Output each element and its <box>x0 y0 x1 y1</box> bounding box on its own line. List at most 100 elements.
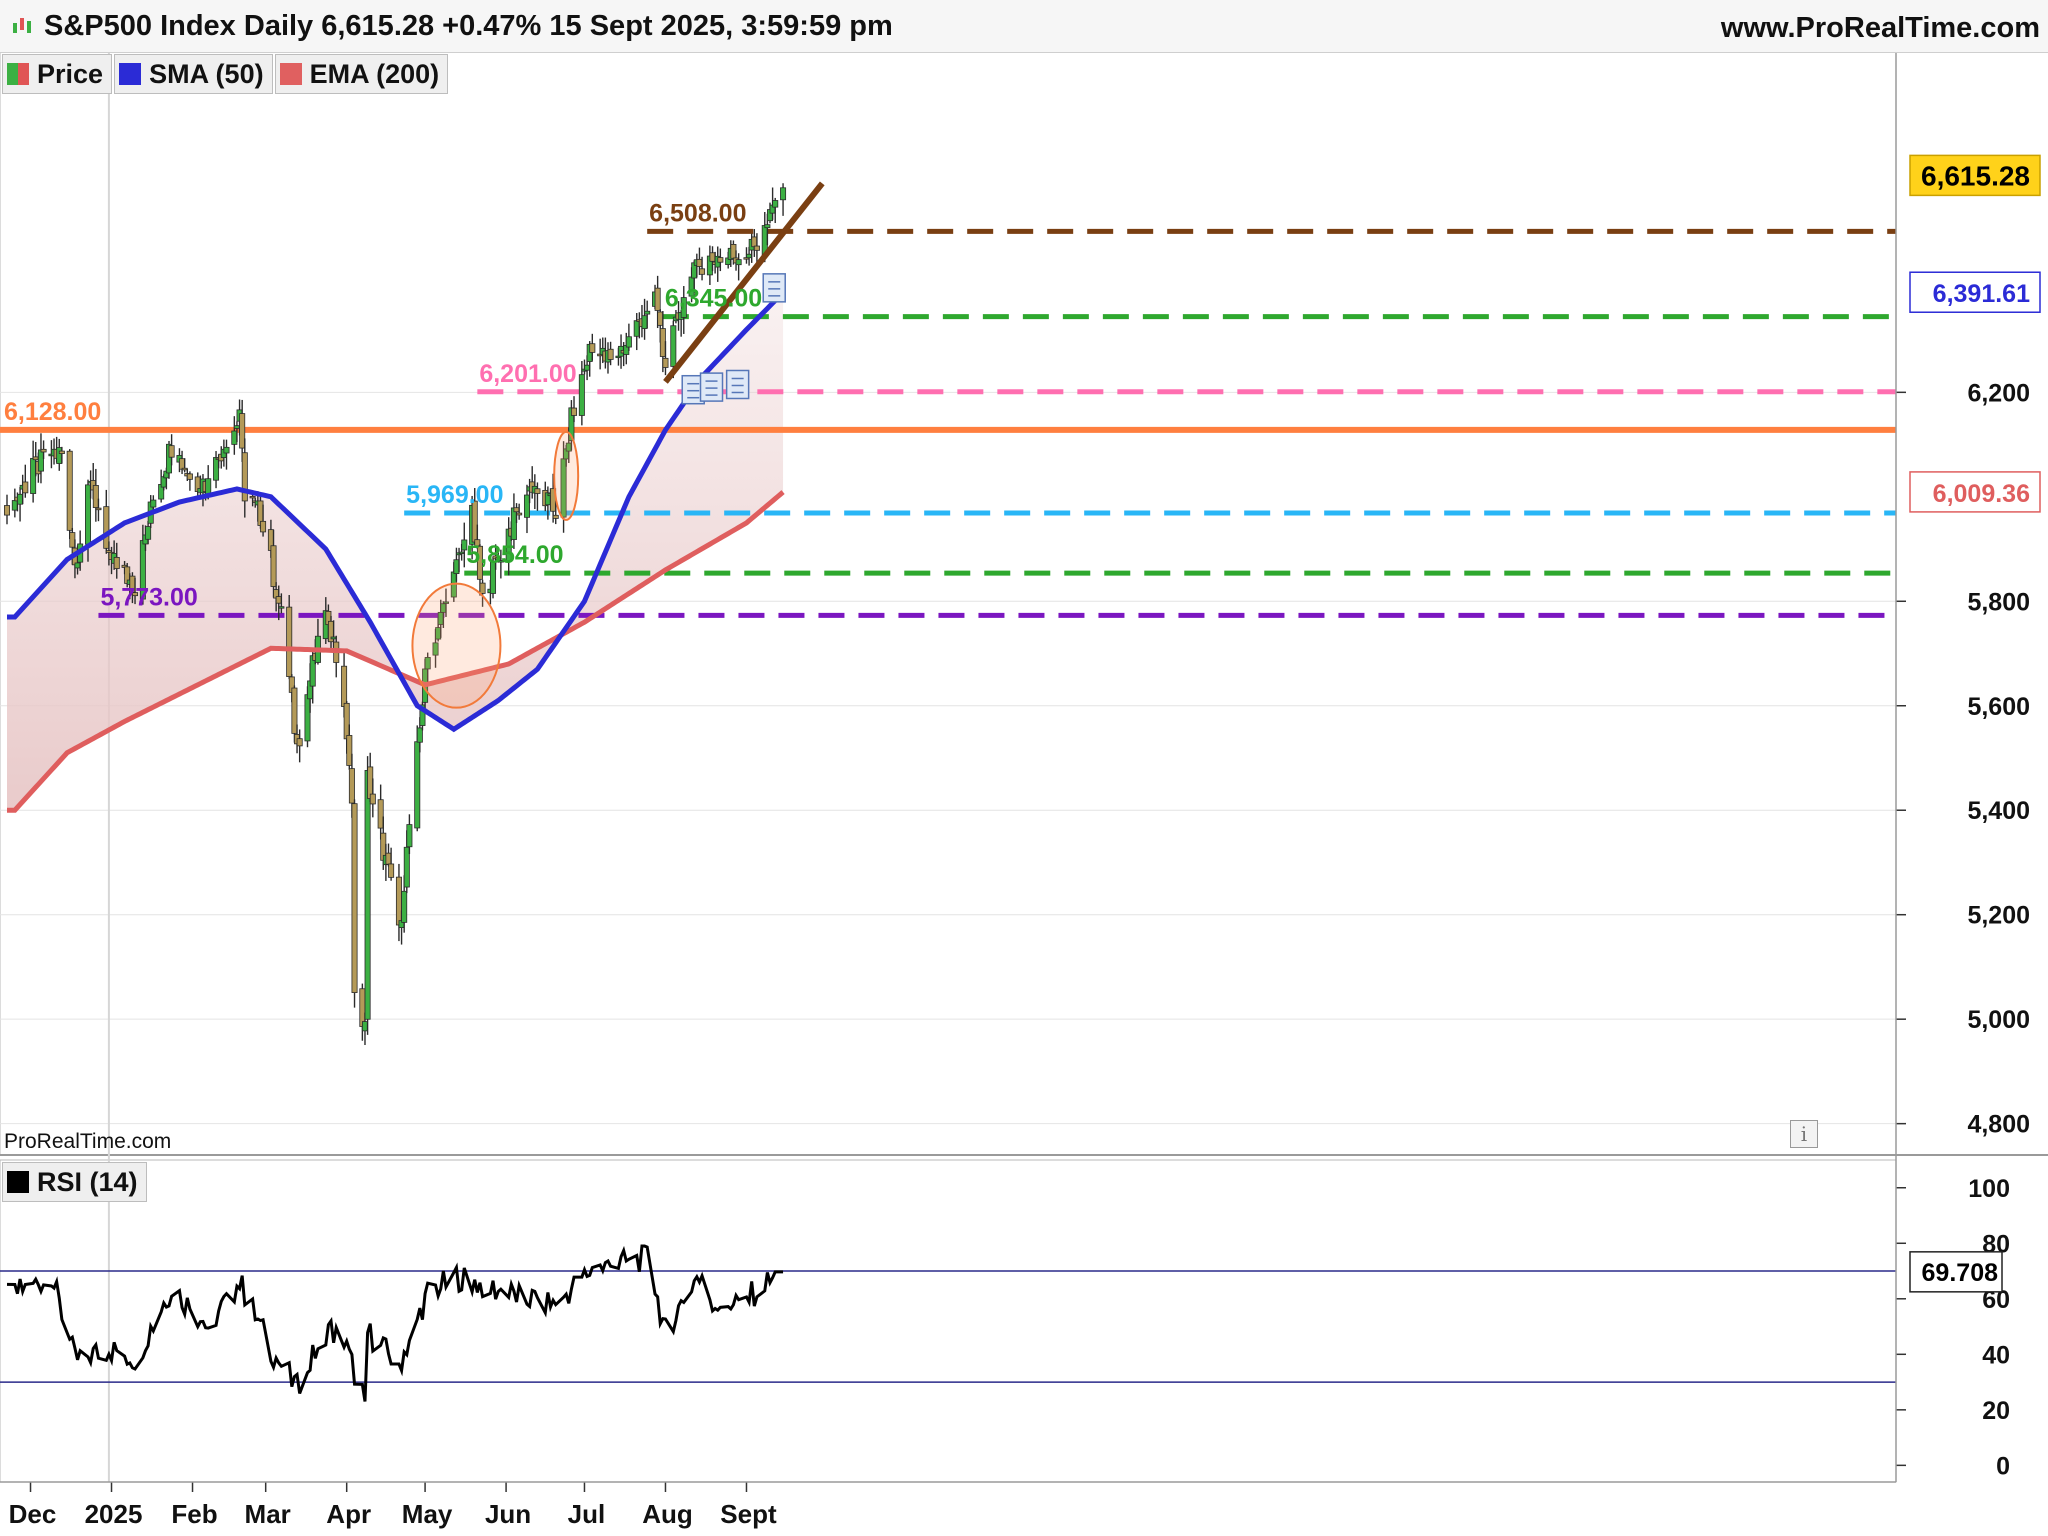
candle-body <box>330 636 337 640</box>
rsi-value-box <box>1909 1251 2003 1293</box>
level-label: 5,773.00 <box>100 583 197 611</box>
candle-body <box>58 450 65 454</box>
candle-body <box>4 505 10 516</box>
candle-body <box>249 496 256 499</box>
rsi-panel <box>0 1159 1897 1483</box>
candle-body <box>113 556 120 569</box>
y-tick-label: 5,400 <box>1967 797 2030 825</box>
candle-body <box>364 770 371 1020</box>
candle-body <box>69 532 76 548</box>
legend-ema[interactable]: EMA (200) <box>274 54 449 94</box>
candle-body <box>286 606 293 677</box>
level-label: 5,969.00 <box>406 481 503 509</box>
candle-body <box>395 876 402 926</box>
candle-body <box>179 458 186 470</box>
candle-body <box>351 803 358 993</box>
candle-body <box>241 452 248 502</box>
watermark: ProRealTime.com <box>4 1130 172 1153</box>
chart-icon[interactable] <box>10 14 34 38</box>
candle-body <box>772 200 779 208</box>
x-tick-label: Jun <box>485 1499 531 1529</box>
candle-body <box>186 473 193 480</box>
candle-body <box>589 343 596 353</box>
candle-body <box>95 507 102 511</box>
candle-body <box>181 467 188 471</box>
trend-line <box>663 181 825 384</box>
candle-body <box>30 457 37 494</box>
candle-body <box>150 499 157 508</box>
candle-body <box>461 539 468 551</box>
rsi-tick-label: 0 <box>1996 1452 2010 1480</box>
legend-rsi[interactable]: RSI (14) <box>2 1162 147 1202</box>
candle-body <box>625 336 632 348</box>
y-tick-label: 6,200 <box>1967 379 2030 407</box>
level-label: 6,345.00 <box>665 285 762 313</box>
candle-body <box>346 735 353 766</box>
legend-sma-label: SMA (50) <box>149 58 264 89</box>
candle-body <box>442 601 449 604</box>
candle-body <box>534 488 541 494</box>
y-tick-label: 5,200 <box>1967 902 2030 930</box>
note-icon <box>725 369 750 400</box>
legend-sma[interactable]: SMA (50) <box>114 54 273 94</box>
candle-body <box>424 657 431 670</box>
site-link[interactable]: www.ProRealTime.com <box>1720 12 2040 44</box>
candle-body <box>406 824 413 848</box>
candle-body <box>497 560 504 563</box>
candle-body <box>17 493 24 505</box>
x-tick-label: Dec <box>9 1499 57 1529</box>
rsi-tick-label: 20 <box>1982 1397 2010 1425</box>
candle-body <box>388 863 395 878</box>
candle-body <box>56 447 63 464</box>
rsi-value-label: 69.708 <box>1922 1259 1999 1287</box>
candle-body <box>717 257 724 263</box>
legend-price[interactable]: Price <box>2 54 113 94</box>
price-marker-box <box>1909 154 2041 197</box>
y-tick-label: 4,800 <box>1967 1111 2030 1139</box>
x-tick-label: Aug <box>642 1499 693 1529</box>
candle-body <box>552 514 559 519</box>
title-bar: S&P500 Index Daily 6,615.28 +0.47% 15 Se… <box>0 0 2048 53</box>
candle-body <box>641 315 648 329</box>
candle-body <box>510 507 517 540</box>
candle-body <box>607 348 614 360</box>
candle-body <box>239 413 246 449</box>
level-label: 6,201.00 <box>479 360 576 388</box>
x-tick-label: Apr <box>326 1499 371 1529</box>
candles <box>4 183 787 1046</box>
price-marker-label: 6,615.28 <box>1921 160 2030 191</box>
candle-body <box>359 988 366 1027</box>
candle-body <box>260 520 267 533</box>
candle-body <box>516 512 523 516</box>
candle-body <box>132 592 139 597</box>
candle-body <box>699 268 706 275</box>
price-marker-box <box>1909 471 2041 513</box>
candle-body <box>168 445 175 458</box>
candle-body <box>764 224 771 229</box>
rsi-tick-label: 100 <box>1968 1175 2010 1203</box>
sma-50-line <box>7 290 785 733</box>
candle-body <box>571 407 578 416</box>
candle-body <box>584 364 591 371</box>
candle-body <box>92 485 99 509</box>
candle-body <box>654 287 661 311</box>
note-icon-page <box>762 273 786 303</box>
candle-body <box>490 560 497 594</box>
candle-body <box>145 526 152 540</box>
candle-body <box>278 606 285 609</box>
ema-200-line <box>7 490 785 813</box>
price-swatch-icon <box>7 63 29 85</box>
breakout-ellipse <box>553 430 580 521</box>
y-tick-label: 5,000 <box>1967 1006 2030 1034</box>
note-icon-page <box>699 372 724 402</box>
candle-body <box>233 425 240 429</box>
candle-body <box>385 852 392 865</box>
note-icon <box>762 273 786 303</box>
price-marker-label: 6,391.61 <box>1933 280 2030 308</box>
rsi-line <box>6 1244 784 1402</box>
candle-body <box>751 236 758 248</box>
y-tick-label: 5,800 <box>1967 588 2030 616</box>
rsi-legend: RSI (14) <box>2 1162 149 1202</box>
info-icon[interactable]: i <box>1790 1120 1818 1148</box>
